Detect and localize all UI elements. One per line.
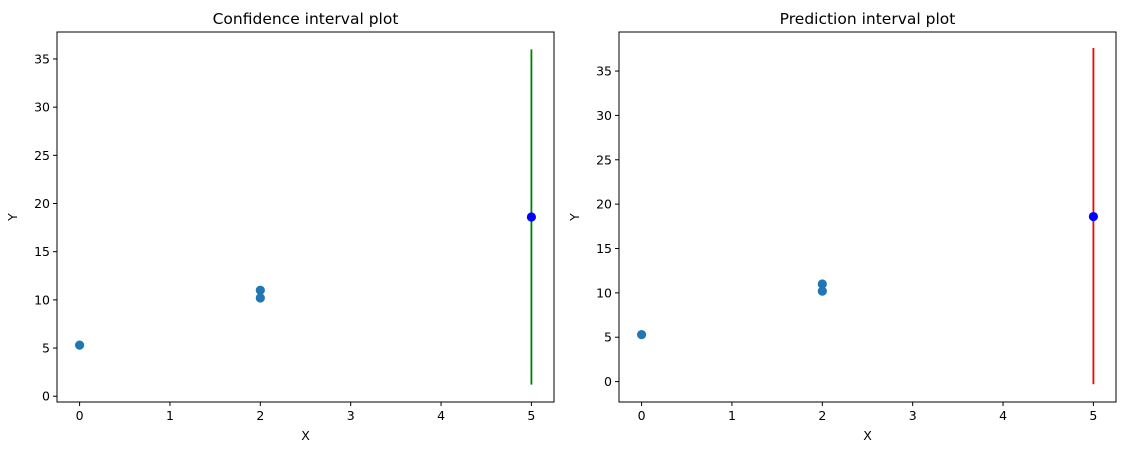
x-axis-label: X (863, 428, 872, 443)
data-point (817, 279, 827, 289)
y-tick-label: 10 (596, 285, 612, 300)
chart-panel-2: Prediction interval plot 0 1 2 3 4 5 0 5 10 15 20 25… (567, 10, 1117, 443)
x-tick-label: 2 (818, 408, 826, 423)
x-tick-label: 3 (909, 408, 917, 423)
data-point (817, 286, 827, 296)
chart-title: Prediction interval plot (780, 10, 956, 28)
x-tick-label: 5 (1089, 408, 1097, 423)
x-tick-label: 1 (166, 408, 174, 423)
data-point (1088, 211, 1099, 222)
x-tick-label: 1 (728, 408, 736, 423)
y-tick-label: 30 (34, 100, 50, 115)
chart-title: Confidence interval plot (213, 10, 399, 28)
y-tick-label: 15 (596, 241, 612, 256)
y-axis-label: Y (567, 213, 582, 222)
y-tick-label: 5 (42, 341, 50, 356)
y-tick-label: 35 (34, 51, 50, 66)
plot-frame (56, 31, 555, 403)
data-point (526, 212, 537, 222)
x-tick-label: 0 (76, 408, 84, 423)
x-tick-label: 0 (638, 408, 646, 423)
y-tick-label: 25 (596, 152, 612, 167)
x-tick-label: 4 (999, 408, 1007, 423)
y-tick-label: 0 (604, 374, 612, 389)
data-point (255, 293, 265, 303)
data-point (74, 340, 85, 350)
y-tick-label: 35 (596, 64, 612, 79)
x-tick-label: 2 (256, 408, 264, 423)
y-tick-label: 25 (34, 148, 50, 163)
plot-frame (618, 31, 1117, 403)
data-point (255, 285, 265, 295)
y-tick-label: 20 (596, 197, 612, 212)
y-tick-label: 10 (34, 292, 50, 307)
x-axis-label: X (301, 428, 310, 443)
x-tick-label: 4 (437, 408, 445, 423)
x-tick-label: 3 (347, 408, 355, 423)
y-tick-label: 0 (42, 389, 50, 404)
y-tick-label: 30 (596, 108, 612, 123)
data-point (636, 329, 647, 340)
y-axis-label: Y (5, 213, 20, 222)
y-tick-label: 5 (604, 330, 612, 345)
y-tick-label: 20 (34, 196, 50, 211)
x-tick-label: 5 (527, 408, 535, 423)
chart-panel-1: Confidence interval plot 0 1 2 3 4 5 0 5 10 15 20 25… (5, 10, 555, 443)
y-tick-label: 15 (34, 244, 50, 259)
